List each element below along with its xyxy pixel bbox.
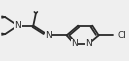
Text: N: N	[45, 31, 52, 40]
Text: N: N	[71, 39, 78, 48]
Text: N: N	[85, 39, 92, 48]
Text: Cl: Cl	[118, 31, 127, 40]
Text: N: N	[15, 21, 21, 30]
